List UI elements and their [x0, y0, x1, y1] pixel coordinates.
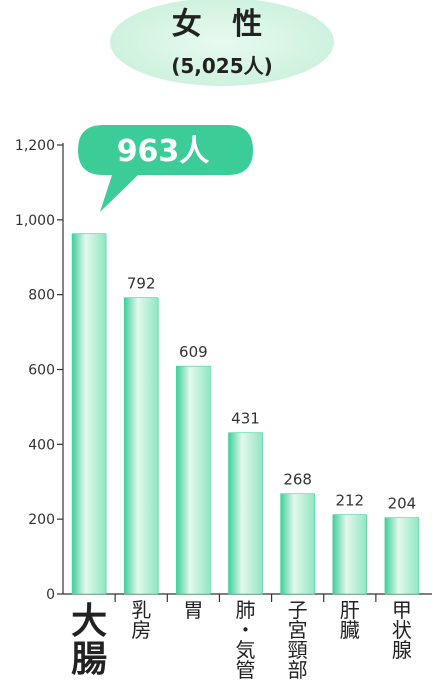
callout-label: 963人 — [117, 134, 210, 169]
chart-subtitle: (5,025人) — [171, 54, 273, 78]
callout-shape — [78, 125, 253, 212]
y-tick-label: 1,000 — [15, 213, 55, 229]
y-tick-label: 400 — [28, 437, 55, 453]
bar-value-label: 268 — [283, 471, 312, 489]
category-label: 大腸 — [71, 601, 107, 680]
category-label: 胃 — [183, 598, 203, 622]
y-axis-ticks: 0 200 400 600 800 1,000 1,200 — [15, 138, 63, 603]
category-label: 肺・気管 — [236, 598, 256, 682]
y-tick-label: 1,200 — [15, 138, 55, 154]
chart-title: 女 性 — [172, 7, 272, 42]
category-label: 子宮頸部 — [288, 598, 308, 682]
bar — [176, 365, 211, 595]
bar-value-label: 204 — [388, 495, 417, 513]
bar — [71, 233, 107, 595]
bar-value-label: 609 — [179, 343, 208, 361]
y-tick-label: 200 — [28, 512, 55, 528]
bar-value-label: 792 — [127, 275, 156, 293]
bar — [280, 493, 315, 595]
y-tick-label: 800 — [28, 288, 55, 304]
category-label: 乳房 — [131, 598, 151, 642]
bar — [384, 517, 420, 595]
bar-value-label: 212 — [335, 492, 364, 510]
category-label: 肝臓 — [340, 598, 360, 642]
y-tick-label: 600 — [28, 363, 55, 379]
bar — [123, 297, 159, 595]
bars-group: 792 609 431 268 212 204 — [71, 233, 420, 602]
category-label: 甲状腺 — [392, 598, 412, 662]
bar-value-label: 431 — [231, 410, 260, 428]
bar — [228, 432, 263, 595]
bar — [332, 514, 368, 595]
y-tick-label: 0 — [46, 587, 55, 603]
title-bubble — [110, 0, 334, 86]
highlight-callout: 963人 — [78, 125, 253, 212]
